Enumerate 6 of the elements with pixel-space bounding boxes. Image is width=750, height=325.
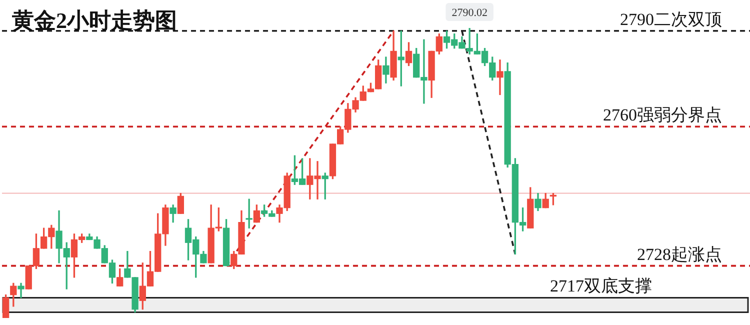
ref-line-label: 2728起涨点 [637,244,722,264]
ref-line-label: 2760强弱分界点 [603,106,722,125]
chart-title: 黄金2小时走势图 [11,8,177,33]
ref-line-label: 2790二次双顶 [620,10,722,29]
band-label: 2717双底支撑 [550,276,652,296]
text: 2790.02 [452,7,488,19]
